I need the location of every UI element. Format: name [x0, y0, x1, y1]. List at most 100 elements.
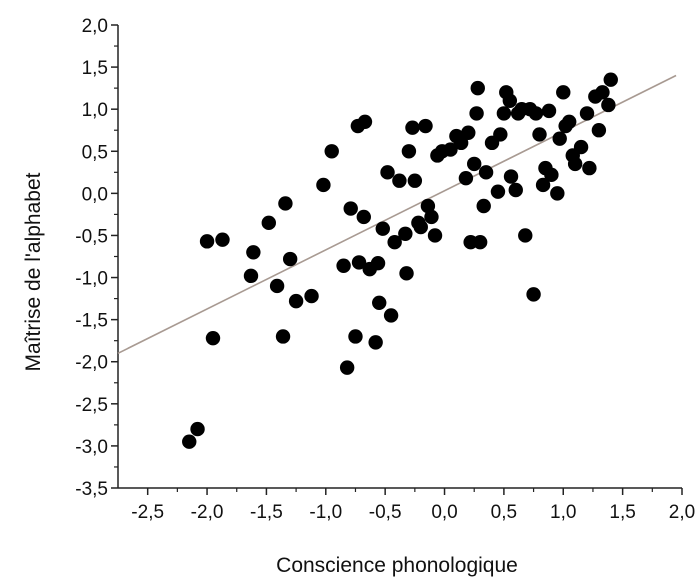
data-point: [461, 125, 476, 140]
data-point: [405, 120, 420, 135]
data-point: [261, 215, 276, 231]
x-tick-label: 2,0: [669, 502, 695, 523]
data-point: [351, 255, 367, 270]
y-tick-label: 1,0: [82, 100, 108, 121]
data-point: [387, 234, 402, 250]
x-tick-label: -2,5: [131, 502, 164, 523]
data-point: [372, 295, 387, 310]
data-point: [470, 80, 485, 96]
data-point: [550, 186, 565, 201]
data-point: [420, 198, 436, 214]
data-point: [278, 196, 293, 211]
data-point: [579, 106, 595, 121]
x-tick-label: 1,0: [550, 502, 576, 523]
data-point: [496, 106, 512, 121]
data-point: [556, 85, 571, 100]
data-point: [246, 245, 261, 260]
data-point: [478, 165, 494, 180]
x-tick-label: 0,0: [431, 502, 457, 523]
y-tick-label: -0,5: [75, 226, 108, 247]
y-axis-title: Maîtrise de l'alphabet: [22, 172, 45, 371]
data-point: [348, 329, 363, 344]
data-point: [190, 421, 205, 437]
data-points: [182, 72, 618, 449]
data-point: [282, 251, 298, 267]
data-point: [383, 308, 399, 323]
data-point: [532, 127, 547, 142]
data-point: [535, 177, 551, 193]
y-tick-label: 0,0: [82, 184, 108, 205]
data-point: [508, 182, 523, 198]
data-point: [490, 184, 506, 199]
data-point: [288, 293, 304, 309]
x-tick-label: 0,5: [491, 502, 517, 523]
data-point: [467, 156, 482, 172]
x-tick-label: -1,5: [250, 502, 283, 523]
data-point: [339, 360, 355, 375]
x-axis-ticks: -2,5 -2,0 -1,5 -1,0 -0,5 0,0 0,5 1,0 1,5 2,0: [131, 488, 695, 523]
data-point: [215, 232, 230, 247]
data-point: [518, 228, 533, 243]
data-point: [398, 226, 413, 241]
data-point: [304, 288, 319, 304]
data-point: [541, 103, 557, 119]
data-point: [275, 329, 291, 344]
data-point: [526, 287, 541, 302]
data-point: [424, 209, 439, 225]
data-point: [418, 118, 433, 134]
data-point: [182, 434, 197, 449]
data-point: [413, 219, 428, 235]
data-point: [427, 228, 443, 243]
data-point: [552, 131, 567, 146]
data-point: [603, 72, 618, 87]
data-point: [336, 258, 351, 273]
y-tick-label: -3,0: [75, 437, 108, 458]
y-axis-ticks: 2,0 1,5 1,0 0,5 0,0 -0,5 -1,0 -1,5 -2,0 -2,5 -3,0 -…: [75, 16, 118, 500]
data-point: [199, 234, 215, 249]
y-tick-label: 2,0: [82, 16, 108, 37]
data-point: [469, 106, 484, 121]
data-point: [562, 114, 577, 130]
y-tick-label: 0,5: [82, 142, 108, 163]
y-tick-label: 1,5: [82, 58, 108, 79]
data-point: [407, 173, 423, 188]
data-point: [368, 335, 383, 350]
y-tick-label: -1,0: [75, 269, 108, 290]
data-point: [357, 114, 373, 130]
data-point: [493, 127, 508, 142]
data-point: [502, 93, 518, 108]
data-point: [243, 268, 259, 284]
data-point: [443, 142, 458, 157]
data-point: [316, 177, 331, 193]
y-tick-label: -1,5: [75, 311, 108, 332]
x-tick-label: -2,0: [191, 502, 224, 523]
data-point: [205, 330, 221, 346]
y-tick-label: -2,5: [75, 395, 108, 416]
x-tick-label: 1,5: [609, 502, 635, 523]
data-point: [399, 266, 414, 281]
data-point: [472, 234, 488, 250]
x-axis-title: Conscience phonologique: [276, 554, 518, 577]
data-point: [343, 201, 358, 216]
data-point: [324, 144, 339, 159]
data-point: [269, 278, 285, 294]
data-point: [370, 256, 386, 271]
data-point: [392, 173, 407, 188]
y-tick-label: -3,5: [75, 479, 108, 500]
data-point: [595, 85, 610, 100]
data-point: [528, 106, 544, 121]
data-point: [401, 144, 417, 159]
data-point: [567, 156, 583, 172]
x-tick-label: -1,0: [309, 502, 342, 523]
data-point: [356, 209, 371, 225]
data-point: [458, 171, 474, 186]
data-point: [380, 165, 395, 180]
data-point: [544, 167, 559, 183]
data-point: [453, 135, 469, 151]
data-point: [503, 169, 519, 184]
data-point: [573, 139, 589, 155]
data-point: [591, 123, 607, 138]
data-point: [601, 97, 616, 113]
data-point: [476, 198, 491, 214]
